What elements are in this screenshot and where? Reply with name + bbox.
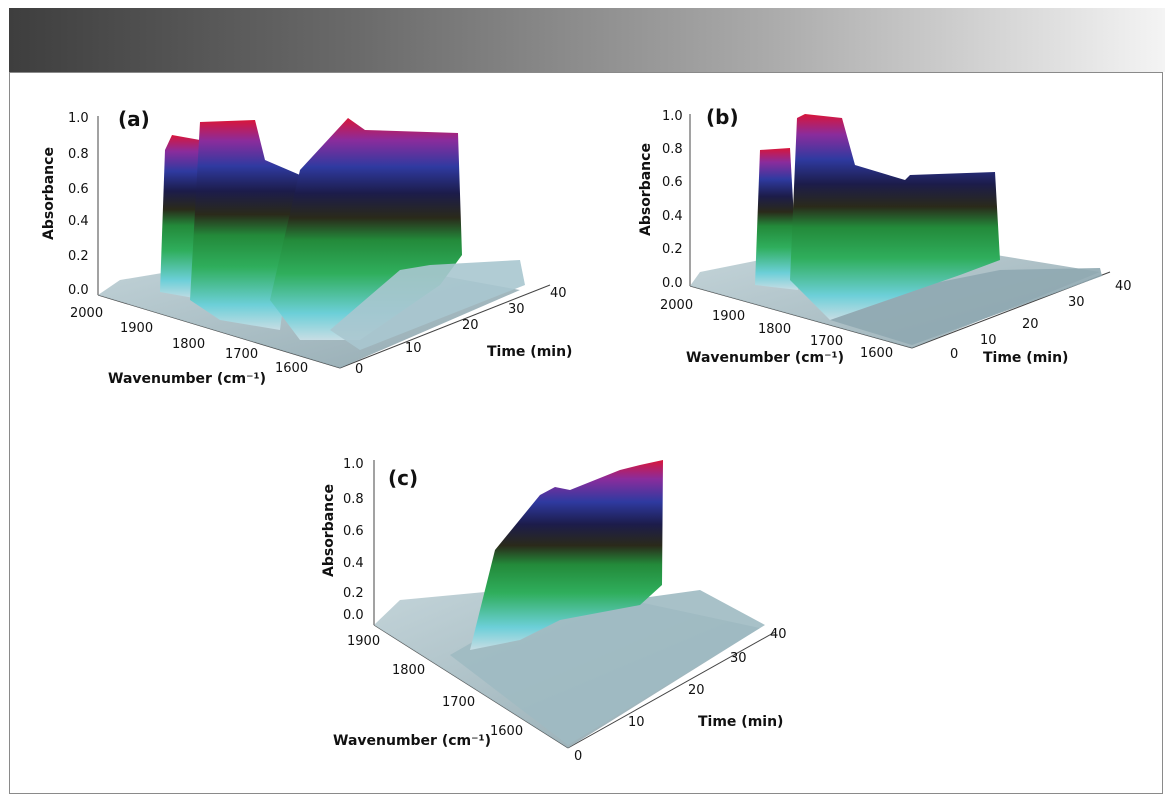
panel-a-zlabel: Absorbance	[41, 147, 57, 240]
panel-a-ytick: 0	[355, 362, 363, 377]
panel-a-yticks: 0 10 20 30 40	[355, 286, 567, 377]
panel-b-xtick: 1600	[860, 346, 893, 361]
panel-c-xtick: 1900	[347, 634, 380, 649]
panel-c-xtick: 1800	[392, 663, 425, 678]
panel-b-ytick: 30	[1068, 295, 1085, 310]
panel-c-ztick: 0.0	[343, 608, 364, 623]
panel-a-ytick: 20	[462, 318, 479, 333]
panel-b-xtick: 1900	[712, 309, 745, 324]
panel-b-xticks: 2000 1900 1800 1700 1600	[660, 298, 893, 361]
panel-a-label: (a)	[118, 107, 150, 131]
panel-b-ztick: 0.2	[662, 242, 683, 257]
panel-c-xtick: 1700	[442, 695, 475, 710]
panel-b-xlabel: Wavenumber (cm⁻¹)	[686, 350, 844, 366]
panel-b-lowridges	[830, 268, 1102, 345]
panel-a-ztick: 1.0	[68, 111, 89, 126]
panel-c-yaxis	[567, 631, 776, 749]
panel-a-ztick: 0.0	[68, 283, 89, 298]
panel-c-label: (c)	[388, 466, 418, 490]
panel-a-ztick: 0.8	[68, 147, 89, 162]
panel-b-ytick: 10	[980, 333, 997, 348]
panel-a-shoulder	[330, 260, 525, 350]
panel-b-ztick: 0.0	[662, 276, 683, 291]
panel-a-ytick: 10	[405, 341, 422, 356]
panel-a-ytick: 40	[550, 286, 567, 301]
panel-b-ylabel: Time (min)	[983, 350, 1068, 366]
panel-b-ztick: 0.8	[662, 142, 683, 157]
panel-c-ytick: 10	[628, 715, 645, 730]
panel-c-ytick: 30	[730, 651, 747, 666]
panel-b-ztick: 1.0	[662, 109, 683, 124]
panel-b-zticks: 1.0 0.8 0.6 0.4 0.2 0.0	[662, 109, 683, 291]
panel-a-yaxis	[339, 284, 551, 369]
panel-a-xlabel: Wavenumber (cm⁻¹)	[108, 371, 266, 387]
panel-b-ytick: 20	[1022, 317, 1039, 332]
panel-c-ztick: 0.6	[343, 524, 364, 539]
panel-b-xtick: 2000	[660, 298, 693, 313]
panel-b-ztick: 0.6	[662, 175, 683, 190]
panel-b-label: (b)	[706, 105, 739, 129]
panel-c-ztick: 0.2	[343, 586, 364, 601]
panel-a-xtick: 1900	[120, 321, 153, 336]
panel-a-xticks: 2000 1900 1800 1700 1600	[70, 306, 308, 376]
panel-b-ytick: 0	[950, 347, 958, 362]
panel-a-ylabel: Time (min)	[487, 344, 572, 360]
panel-b-ytick: 40	[1115, 279, 1132, 294]
panel-c-ztick: 0.8	[343, 492, 364, 507]
panel-a-xtick: 1600	[275, 361, 308, 376]
panel-c-ridge	[470, 460, 663, 650]
header-bar	[9, 8, 1165, 72]
panel-a-ztick: 0.4	[68, 214, 89, 229]
panel-c-zlabel: Absorbance	[321, 484, 337, 577]
panel-c-ylabel: Time (min)	[698, 714, 783, 730]
panel-b-xtick: 1800	[758, 322, 791, 337]
panel-b-yticks: 0 10 20 30 40	[950, 279, 1132, 362]
panel-c-ztick: 1.0	[343, 457, 364, 472]
panel-c-zticks: 1.0 0.8 0.6 0.4 0.2 0.0	[343, 457, 364, 623]
panel-a-xtick: 1700	[225, 347, 258, 362]
panel-c-xtick: 1600	[490, 724, 523, 739]
panel-c-ztick: 0.4	[343, 556, 364, 571]
panel-b: (b) Absorbance 1.0 0.8 0.6 0.4 0.2 0.0 W…	[638, 105, 1132, 366]
panel-c-xticks: 1900 1800 1700 1600	[347, 634, 523, 739]
panel-b-ridge	[755, 148, 798, 290]
panel-a-ridge	[190, 120, 300, 330]
panel-a-xtick: 1800	[172, 337, 205, 352]
panel-c-ytick: 0	[574, 749, 582, 764]
panel-a: (a) Absorbance 1.0 0.8 0.6 0.4 0.2 0.0 W…	[41, 107, 572, 387]
panel-b-xtick: 1700	[810, 334, 843, 349]
panel-a-ytick: 30	[508, 302, 525, 317]
panel-b-zlabel: Absorbance	[638, 143, 654, 236]
panel-c-ytick: 20	[688, 683, 705, 698]
panel-a-ztick: 0.6	[68, 182, 89, 197]
panel-a-zticks: 1.0 0.8 0.6 0.4 0.2 0.0	[68, 111, 89, 298]
panel-b-ztick: 0.4	[662, 209, 683, 224]
panel-a-xtick: 2000	[70, 306, 103, 321]
panel-a-ztick: 0.2	[68, 249, 89, 264]
panel-c-ytick: 40	[770, 627, 787, 642]
panel-b-ridge	[790, 114, 1000, 320]
panel-c: (c) Absorbance 1.0 0.8 0.6 0.4 0.2 0.0 W…	[321, 457, 787, 764]
panel-c-xlabel: Wavenumber (cm⁻¹)	[333, 733, 491, 749]
panel-c-yticks: 0 10 20 30 40	[574, 627, 787, 764]
